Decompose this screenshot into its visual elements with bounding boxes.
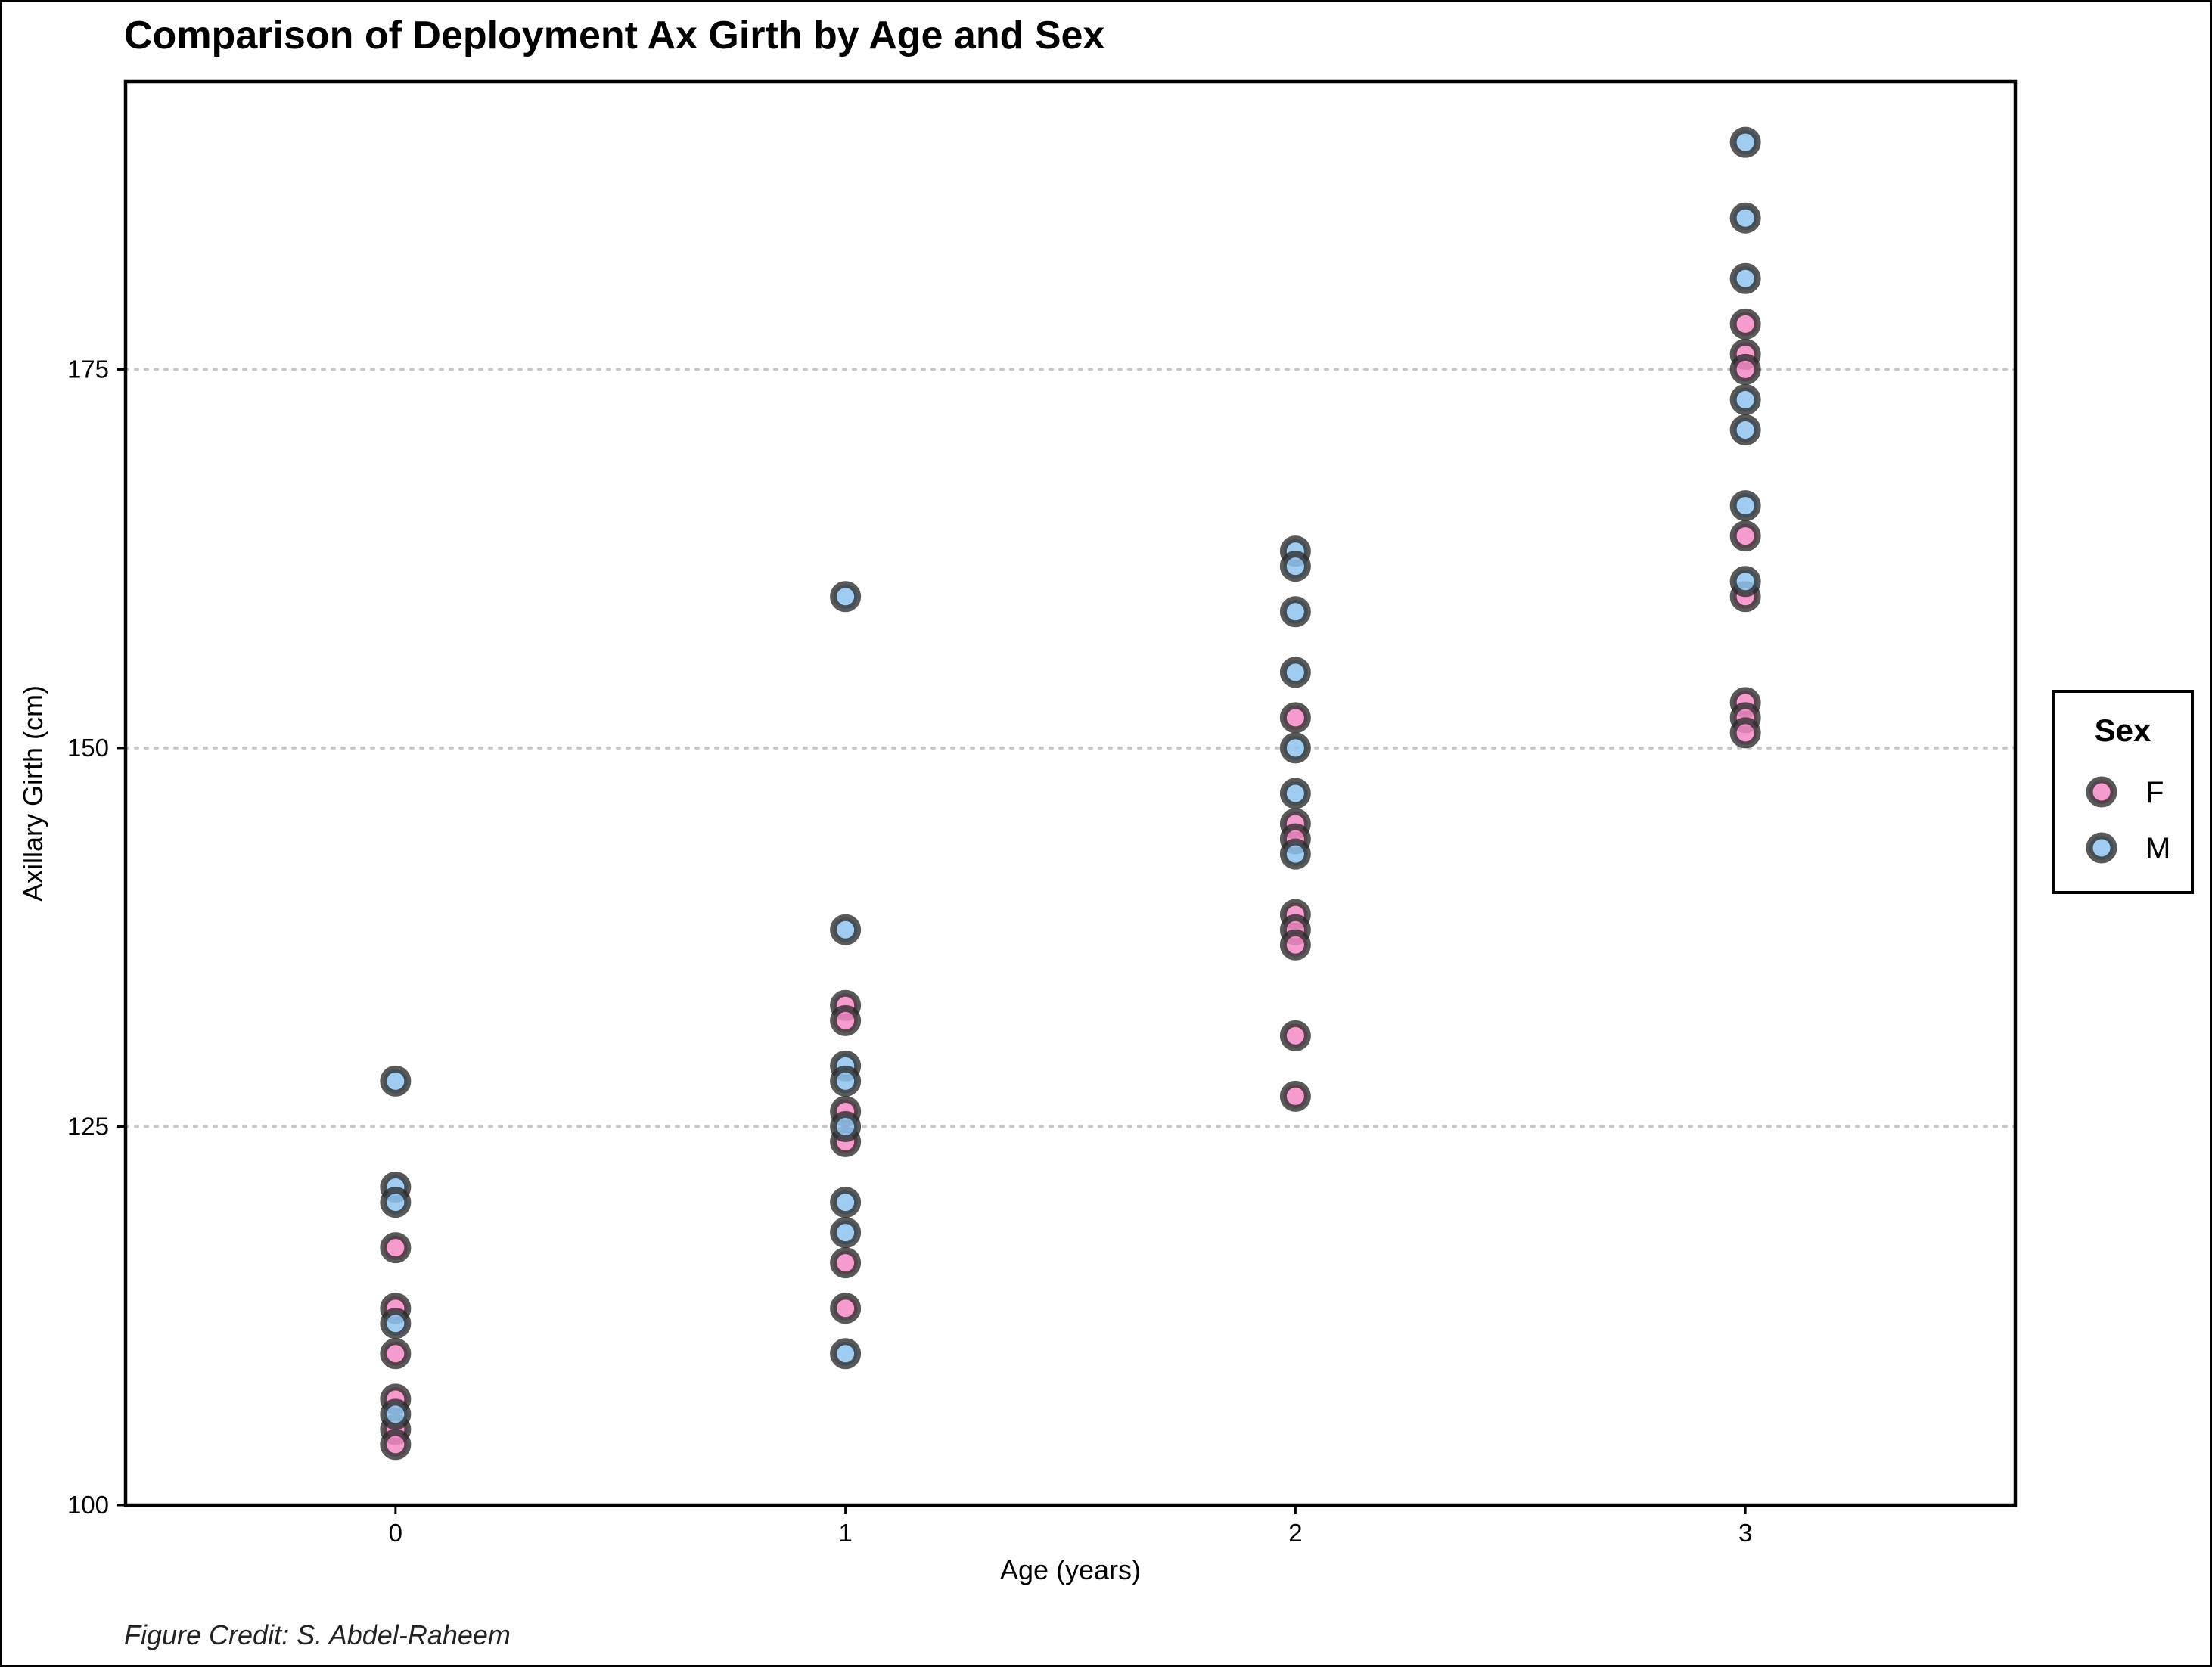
point-M-15 [1279,596,1311,628]
point-M-22 [1729,262,1761,294]
point-F-10 [830,1247,862,1279]
legend: Sex FM [2052,690,2194,894]
point-F-2 [380,1338,412,1370]
y-tick-label-125: 125 [67,1112,109,1140]
point-M-5 [830,581,862,613]
point-F-23 [1729,520,1761,552]
legend-items: FM [2086,776,2170,865]
y-tick-label-175: 175 [67,355,109,383]
x-tick-label-2: 2 [1288,1519,1302,1547]
point-F-0 [380,1232,412,1264]
point-M-14 [1279,551,1311,582]
x-axis: 0 1 2 3 [389,1505,1752,1547]
point-M-20 [1729,126,1761,158]
point-M-8 [830,1065,862,1097]
point-F-12 [1279,702,1311,734]
point-M-23 [1729,383,1761,415]
chart-title: Comparison of Deployment Ax Girth by Age… [124,14,1104,57]
point-M-25 [1729,490,1761,522]
point-M-0 [380,1065,412,1097]
point-F-5 [380,1429,412,1461]
series-F [380,308,1761,1461]
figure-caption: Figure Credit: S. Abdel-Raheem [124,1619,511,1650]
series-M [380,126,1761,1430]
point-M-17 [1279,732,1311,764]
point-M-2 [380,1187,412,1218]
point-M-10 [830,1187,862,1218]
point-M-3 [380,1308,412,1339]
data-points [380,126,1761,1461]
point-F-20 [1729,308,1761,340]
x-axis-label: Age (years) [1000,1554,1141,1585]
point-M-21 [1729,202,1761,234]
point-F-18 [1279,1020,1311,1051]
point-M-4 [380,1398,412,1430]
point-M-6 [830,914,862,945]
point-F-17 [1279,929,1311,961]
point-M-19 [1279,838,1311,870]
x-tick-label-1: 1 [838,1519,852,1547]
point-M-18 [1279,778,1311,809]
x-tick-label-0: 0 [389,1519,402,1547]
point-M-24 [1729,414,1761,445]
y-axis: 100 125 150 175 [67,355,126,1519]
y-axis-label: Axillary Girth (cm) [17,685,48,902]
x-tick-label-3: 3 [1738,1519,1752,1547]
point-F-27 [1729,717,1761,749]
plot-panel-border [123,79,2018,1507]
point-M-12 [830,1338,862,1370]
legend-key-M [2086,832,2117,864]
point-F-7 [830,1004,862,1036]
point-F-11 [830,1293,862,1324]
point-M-26 [1729,566,1761,598]
y-tick-label-100: 100 [67,1491,109,1519]
y-tick-label-150: 150 [67,734,109,762]
point-M-16 [1279,657,1311,688]
legend-box [2052,690,2194,894]
legend-label-M: M [2145,832,2170,865]
point-M-11 [830,1217,862,1249]
point-F-19 [1279,1080,1311,1112]
point-M-9 [830,1110,862,1142]
point-F-22 [1729,353,1761,385]
legend-title: Sex [2095,712,2151,748]
legend-key-F [2086,776,2117,808]
legend-label-F: F [2145,776,2164,809]
